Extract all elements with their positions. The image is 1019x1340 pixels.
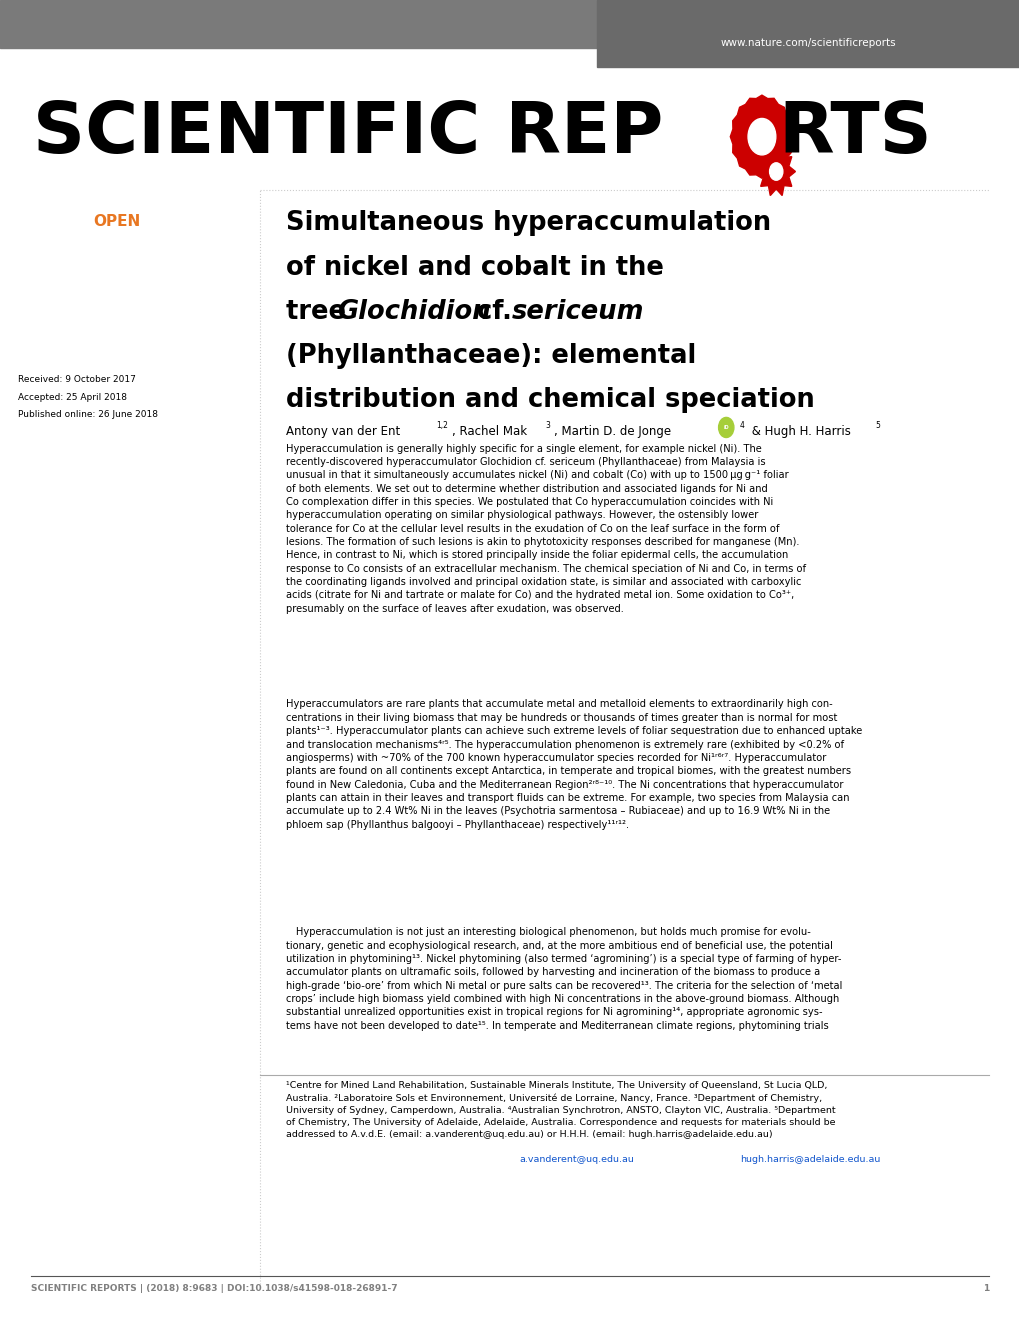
Text: Hyperaccumulators are rare plants that accumulate metal and metalloid elements t: Hyperaccumulators are rare plants that a…: [285, 699, 861, 829]
Text: Simultaneous hyperaccumulation: Simultaneous hyperaccumulation: [285, 210, 770, 236]
Text: iD: iD: [722, 425, 729, 430]
Text: hugh.harris@adelaide.edu.au: hugh.harris@adelaide.edu.au: [740, 1155, 880, 1164]
Text: Antony van der Ent: Antony van der Ent: [285, 425, 399, 438]
Text: of nickel and cobalt in the: of nickel and cobalt in the: [285, 255, 662, 280]
Text: OPEN: OPEN: [94, 214, 141, 229]
Text: (Phyllanthaceae): elemental: (Phyllanthaceae): elemental: [285, 343, 695, 369]
Text: , Rachel Mak: , Rachel Mak: [451, 425, 527, 438]
Text: Received: 9 October 2017: Received: 9 October 2017: [18, 375, 137, 385]
Text: 3: 3: [545, 421, 550, 430]
Text: 4: 4: [739, 421, 744, 430]
Text: distribution and chemical speciation: distribution and chemical speciation: [285, 387, 813, 413]
Bar: [596, 0, 1019, 67]
Text: Hyperaccumulation is generally highly specific for a single element, for example: Hyperaccumulation is generally highly sp…: [285, 444, 805, 614]
Text: , Martin D. de Jonge: , Martin D. de Jonge: [553, 425, 671, 438]
Text: sericeum: sericeum: [512, 299, 644, 324]
Text: Accepted: 25 April 2018: Accepted: 25 April 2018: [18, 393, 127, 402]
Circle shape: [717, 417, 734, 437]
Bar: [0, 0, 1019, 48]
Polygon shape: [730, 95, 793, 178]
Text: Glochidion: Glochidion: [336, 299, 490, 324]
Text: SCIENTIFIC REPORTS | (2018) 8:9683 | DOI:10.1038/s41598-018-26891-7: SCIENTIFIC REPORTS | (2018) 8:9683 | DOI…: [31, 1284, 396, 1293]
Text: RTS: RTS: [777, 99, 931, 169]
Text: tree: tree: [285, 299, 355, 324]
Text: cf.: cf.: [468, 299, 521, 324]
Text: 1,2: 1,2: [436, 421, 448, 430]
Text: SCIENTIFIC REP: SCIENTIFIC REP: [33, 99, 662, 169]
Text: ¹Centre for Mined Land Rehabilitation, Sustainable Minerals Institute, The Unive: ¹Centre for Mined Land Rehabilitation, S…: [285, 1081, 835, 1139]
Text: 5: 5: [874, 421, 879, 430]
Text: Hyperaccumulation is not just an interesting biological phenomenon, but holds mu: Hyperaccumulation is not just an interes…: [285, 927, 841, 1030]
Text: Published online: 26 June 2018: Published online: 26 June 2018: [18, 410, 158, 419]
Text: a.vanderent@uq.edu.au: a.vanderent@uq.edu.au: [519, 1155, 634, 1164]
Polygon shape: [756, 147, 795, 196]
Circle shape: [747, 118, 775, 155]
Text: & Hugh H. Harris: & Hugh H. Harris: [747, 425, 850, 438]
Text: www.nature.com/scientificreports: www.nature.com/scientificreports: [720, 38, 896, 48]
Circle shape: [769, 162, 783, 180]
Text: 1: 1: [982, 1284, 988, 1293]
